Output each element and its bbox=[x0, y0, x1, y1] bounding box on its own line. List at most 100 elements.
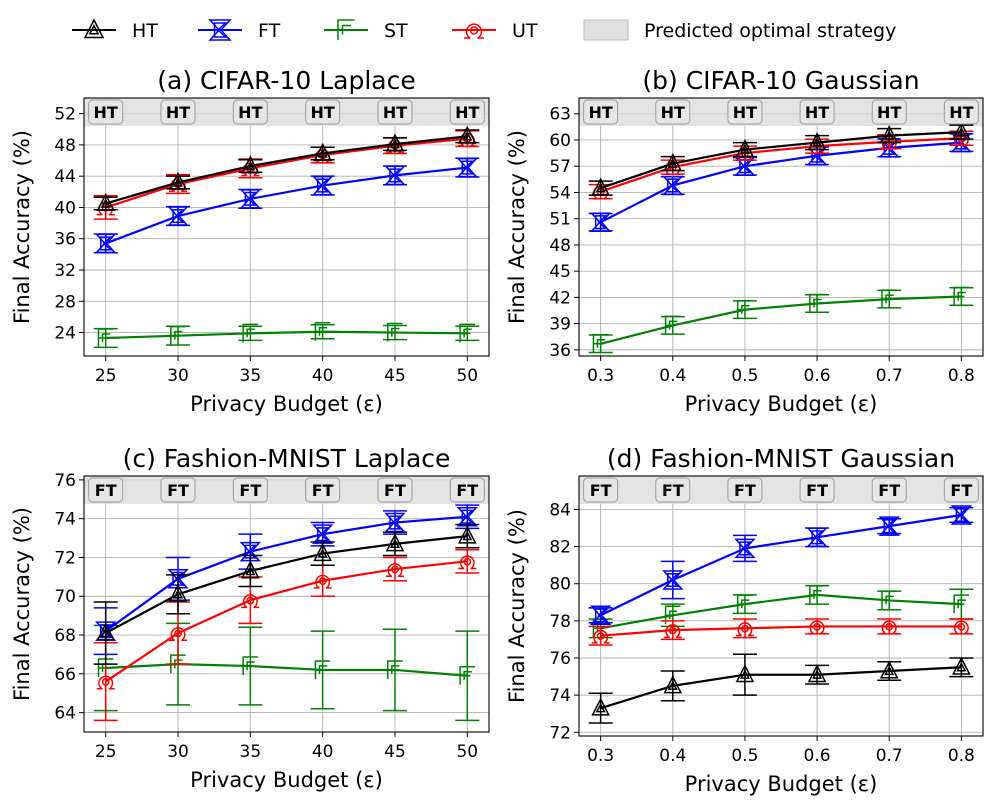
optimal-badge-label: HT bbox=[661, 103, 685, 122]
data-point bbox=[736, 299, 753, 319]
bracket-shape bbox=[97, 328, 114, 348]
x-tick-label: 0.4 bbox=[659, 746, 686, 766]
data-point bbox=[314, 660, 331, 679]
data-point bbox=[880, 620, 899, 635]
omega-inner bbox=[463, 557, 472, 566]
optimal-badge: FT bbox=[88, 477, 124, 503]
panel-d: FT FT FT FT FT FT 72 74 76 78 80 82 84 0.3 0.4 0.5 0.6 0.… bbox=[505, 444, 984, 796]
data-point bbox=[311, 524, 334, 544]
triangle-inner bbox=[595, 702, 606, 713]
y-tick-label: 44 bbox=[54, 167, 76, 187]
x-tick-label: 30 bbox=[167, 366, 189, 386]
optimal-badge: HT bbox=[449, 99, 485, 125]
series-ft bbox=[93, 157, 480, 254]
chart-title: (d) Fashion-MNIST Gaussian bbox=[607, 444, 955, 473]
series-line bbox=[600, 295, 962, 345]
optimal-badge-label: HT bbox=[805, 103, 829, 122]
chart-panels: HT HT HT HT HT HT 24 28 32 36 40 44 48 52 25 30 35 40 45 50… bbox=[10, 66, 984, 796]
bracket-shape bbox=[736, 594, 753, 614]
y-tick-label: 78 bbox=[549, 612, 571, 632]
y-tick-label: 60 bbox=[549, 131, 571, 151]
bracket-shape bbox=[314, 660, 331, 679]
chart-title: (c) Fashion-MNIST Laplace bbox=[123, 444, 451, 473]
axes-frame bbox=[578, 97, 984, 357]
optimal-badge: FT bbox=[727, 477, 763, 503]
optimal-badge-label: HT bbox=[733, 103, 757, 122]
y-axis-label: Final Accuracy (%) bbox=[10, 507, 34, 701]
optimal-badge: FT bbox=[377, 477, 413, 503]
hourglass-inner bbox=[594, 608, 608, 623]
optimal-badge-label: HT bbox=[311, 103, 335, 122]
optimal-badge-label: HT bbox=[877, 103, 901, 122]
bracket-shape bbox=[314, 322, 331, 341]
x-tick-label: 50 bbox=[456, 742, 478, 762]
omega-inner bbox=[596, 632, 605, 641]
optimal-strategy-band bbox=[84, 476, 489, 504]
triangle-inner bbox=[884, 130, 895, 140]
y-tick-label: 36 bbox=[54, 230, 76, 250]
data-point bbox=[591, 177, 610, 196]
optimal-badge-label: FT bbox=[806, 481, 828, 500]
series-line bbox=[600, 131, 962, 190]
y-tick-label: 76 bbox=[549, 649, 571, 669]
data-point bbox=[808, 620, 827, 635]
bracket-shape bbox=[881, 289, 897, 309]
optimal-badge: FT bbox=[655, 477, 691, 503]
optimal-badge: HT bbox=[305, 99, 341, 125]
triangle-outer bbox=[168, 583, 188, 602]
x-tick-label: 45 bbox=[384, 742, 406, 762]
series-line bbox=[105, 560, 468, 683]
hourglass-inner bbox=[316, 527, 330, 542]
y-tick-label: 48 bbox=[549, 236, 571, 256]
triangle-inner bbox=[317, 548, 328, 558]
optimal-badge-box bbox=[449, 477, 485, 503]
data-point bbox=[950, 505, 973, 525]
grid bbox=[84, 98, 489, 356]
x-axis-label: Privacy Budget (ε) bbox=[685, 772, 878, 796]
bracket-shape bbox=[953, 594, 970, 614]
triangle-outer bbox=[457, 125, 477, 144]
y-tick-label: 84 bbox=[549, 500, 571, 520]
optimal-badge-label: FT bbox=[878, 481, 900, 500]
data-point bbox=[459, 666, 475, 685]
optimal-badge: FT bbox=[449, 477, 485, 503]
bracket-shape bbox=[809, 293, 825, 313]
bracket-shape bbox=[592, 334, 609, 353]
axes-frame bbox=[83, 97, 490, 357]
data-point bbox=[459, 323, 475, 343]
optimal-badge-box bbox=[583, 99, 619, 125]
data-point bbox=[664, 315, 681, 335]
omega-outer bbox=[313, 574, 332, 589]
hourglass-inner bbox=[739, 541, 752, 556]
data-point bbox=[592, 334, 609, 353]
data-point bbox=[311, 175, 334, 196]
data-point bbox=[97, 328, 114, 348]
series-ht bbox=[93, 523, 480, 665]
optimal-badge-box bbox=[305, 477, 341, 503]
x-tick-label: 40 bbox=[312, 742, 334, 762]
data-point bbox=[456, 506, 478, 527]
series-line bbox=[105, 663, 468, 677]
legend-item-ft: FT bbox=[198, 19, 281, 42]
omega-inner bbox=[668, 626, 677, 635]
y-tick-label: 74 bbox=[549, 686, 571, 706]
optimal-badge-box bbox=[655, 99, 691, 125]
panel-b: HT HT HT HT HT HT 36 39 42 45 48 51 54 57 60 63 0.3 0.4 0.… bbox=[505, 66, 984, 416]
triangle-outer bbox=[591, 697, 610, 716]
x-tick-label: 0.8 bbox=[948, 746, 975, 766]
hourglass-inner bbox=[213, 22, 228, 38]
data-point bbox=[313, 542, 332, 562]
data-point bbox=[735, 664, 755, 683]
omega-outer bbox=[241, 594, 260, 609]
panel-a: HT HT HT HT HT HT 24 28 32 36 40 44 48 52 25 30 35 40 45 50… bbox=[10, 66, 490, 416]
optimal-badge-box bbox=[943, 99, 979, 125]
optimal-badge-box bbox=[305, 99, 341, 125]
data-point bbox=[662, 570, 684, 590]
triangle-outer bbox=[807, 664, 827, 683]
series-ut bbox=[588, 130, 974, 200]
optimal-badge-label: FT bbox=[662, 481, 684, 500]
optimal-badge: HT bbox=[655, 99, 691, 125]
data-point bbox=[457, 525, 477, 544]
triangle-outer bbox=[313, 542, 332, 562]
bracket-shape bbox=[881, 590, 897, 610]
